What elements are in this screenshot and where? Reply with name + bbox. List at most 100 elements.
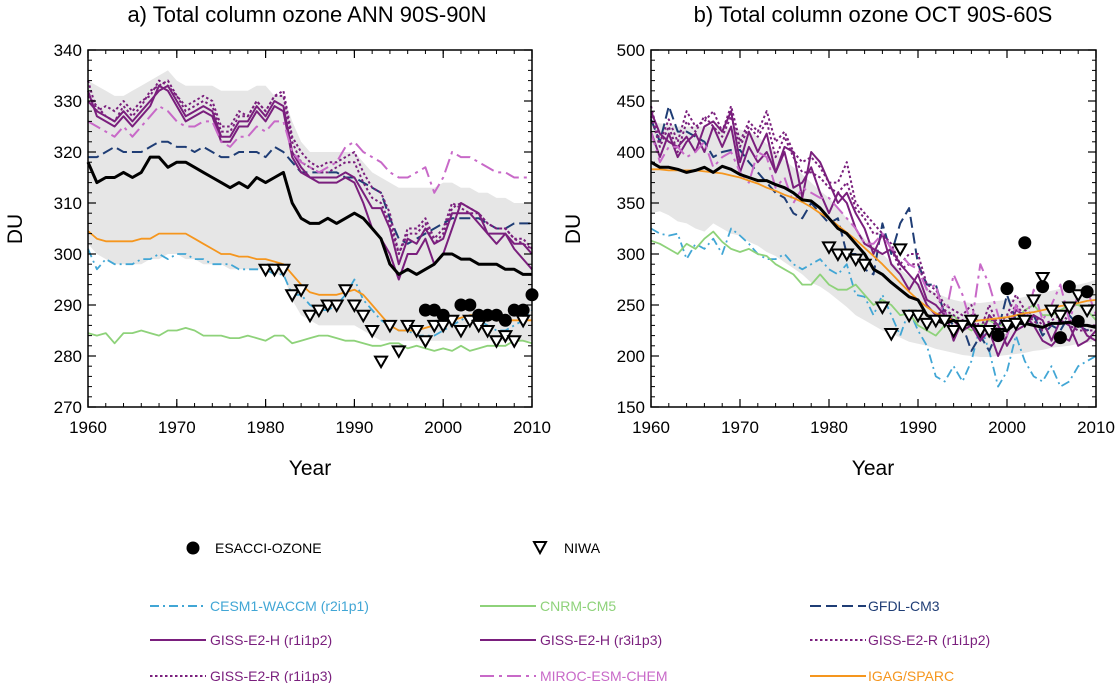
panel-b-xtick-label: 1980 [810, 418, 848, 437]
panel-a-niwa-marker [302, 309, 318, 324]
panel-b-esacci-marker [1000, 282, 1014, 296]
panel-b-xlabel: Year [852, 457, 894, 480]
panel-a-esacci-marker [418, 303, 432, 317]
panel-b-ytick-label: 300 [617, 245, 645, 264]
panel-a-niwa-marker [284, 289, 300, 303]
panel-a-niwa-marker [355, 309, 372, 324]
panel-a-xtick-label: 2010 [513, 418, 551, 437]
panel-b-title: b) Total column ozone OCT 90S-60S [694, 2, 1053, 27]
legend-label-giss-e2-r-r1i1p2: GISS-E2-R (r1i1p2) [868, 632, 990, 648]
panel-b-ytick-label: 500 [617, 41, 645, 60]
panel-b-niwa-marker [1052, 309, 1069, 324]
panel-b-esacci-marker [1018, 236, 1032, 250]
panel-a-niwa-marker [382, 319, 398, 334]
legend-label-cnrm-cm5: CNRM-CM5 [540, 598, 616, 614]
panel-b-niwa-marker [1025, 294, 1042, 308]
panel-b-niwa-marker [963, 314, 980, 329]
panel-a-series-igag-sparc [87, 230, 532, 332]
panel-a-ylabel: DU [4, 214, 27, 244]
panel-b-niwa-marker [1034, 271, 1051, 286]
panel-b-niwa-marker [901, 309, 917, 324]
panel-b-esacci-marker [1080, 285, 1094, 299]
panel-a-xtick-label: 1960 [69, 418, 107, 437]
panel-a-ytick-label: 270 [54, 398, 82, 417]
panel-a-esacci-marker [516, 303, 530, 317]
panel-b-esacci-marker [991, 329, 1005, 343]
panel-a-series-cesm1-waccm-r2i1p1 [87, 248, 533, 337]
panel-a-title: a) Total column ozone ANN 90S-90N [127, 2, 486, 27]
legend-label-esacci-ozone: ESACCI-OZONE [215, 540, 322, 556]
panel-a-ytick-label: 340 [54, 41, 82, 60]
legend-niwa-symbol [532, 541, 548, 556]
panel-b-esacci-marker [1036, 280, 1050, 294]
panel-b-xtick-label: 2010 [1077, 418, 1115, 437]
panel-a-niwa-marker [311, 304, 327, 319]
panel-a-ytick-label: 300 [54, 245, 82, 264]
legend-esacci-symbol [186, 541, 200, 555]
panel-a-ytick-label: 280 [54, 347, 82, 366]
panel-a-esacci-marker [454, 298, 468, 312]
legend-label-gfdl-cm3: GFDL-CM3 [868, 598, 940, 614]
panel-b-esacci-marker [1062, 280, 1076, 294]
legend-label-igag-sparc: IGAG/SPARC [868, 668, 954, 683]
panel-a-esacci-marker [463, 298, 477, 312]
panel-a-niwa-marker [266, 263, 283, 278]
panel-a-xlabel: Year [289, 457, 331, 480]
legend-label-giss-e2-h-r1i1p2: GISS-E2-H (r1i1p2) [210, 632, 332, 648]
panel-b-frame [650, 49, 1097, 408]
panel-a-niwa-marker [364, 325, 380, 339]
legend-label-miroc-esm-chem: MIROC-ESM-CHEM [540, 668, 668, 683]
panel-a-xtick-label: 1970 [158, 418, 196, 437]
panel-a-niwa-marker [391, 345, 407, 359]
panel-b-ytick-label: 400 [617, 143, 645, 162]
panel-a-niwa-marker [337, 284, 354, 298]
panel-b-xtick-label: 1990 [899, 418, 937, 437]
panel-b-series-giss-e2-r-r1i1p2 [650, 105, 1096, 332]
panel-b-ytick-label: 350 [617, 194, 645, 213]
panel-a-series-miroc-esm-chem [87, 105, 532, 194]
panel-b-niwa-marker [945, 325, 962, 339]
panel-a-esacci-marker [472, 308, 486, 322]
legend: ESACCI-OZONE NIWA CESM1-WACCM (r2i1p1) CNRM… [150, 540, 990, 683]
panel-b-niwa-marker [919, 317, 935, 332]
panel-b: b) Total column ozone OCT 90S-60S Year D… [562, 2, 1115, 480]
panel-a-esacci-marker [507, 303, 521, 317]
panel-a-niwa-marker [453, 325, 469, 339]
panel-a-esacci-marker [436, 308, 450, 322]
legend-label-giss-e2-h-r3i1p3: GISS-E2-H (r3i1p3) [540, 632, 662, 648]
legend-label-niwa: NIWA [564, 540, 601, 556]
panel-a-xtick-label: 1990 [335, 418, 373, 437]
panel-a-ytick-label: 290 [54, 296, 82, 315]
panel-b-niwa-marker [910, 309, 926, 324]
panel-a-frame [87, 49, 533, 408]
panel-b-niwa-marker [936, 314, 953, 329]
panel-a-esacci-marker [498, 313, 512, 327]
panel-b-niwa-marker [972, 325, 989, 339]
panel-b-series-giss-e2-h-r3i1p3 [650, 125, 1097, 347]
panel-b-xtick-label: 2000 [988, 418, 1026, 437]
panel-b-ytick-label: 150 [617, 398, 645, 417]
panel-b-niwa-marker [928, 314, 944, 329]
panel-b-niwa-marker [830, 248, 846, 263]
panel-b-xtick-label: 1960 [632, 418, 670, 437]
panel-b-series-multi-model-mean [650, 160, 1097, 332]
panel-a-niwa-marker [444, 314, 460, 329]
panel-b-niwa-marker [892, 243, 908, 257]
panel-b-esacci-marker [1053, 331, 1067, 345]
panel-b-xtick-label: 1970 [721, 418, 759, 437]
panel-a-series-cnrm-cm5 [87, 327, 533, 352]
panel-b-series-igag-sparc [651, 168, 1097, 323]
panel-b-niwa-marker [856, 258, 873, 273]
legend-label-giss-e2-r-r1i1p3: GISS-E2-R (r1i1p3) [210, 668, 332, 683]
panel-a-niwa-marker [417, 335, 434, 349]
panel-a-series-multi-model-mean [86, 155, 532, 276]
panel-a-niwa-marker [408, 325, 425, 339]
panel-b-niwa-marker [821, 241, 837, 255]
panel-a-esacci-marker [481, 308, 495, 322]
panel-a-ytick-label: 330 [54, 92, 82, 111]
panel-b-ylabel: DU [562, 214, 585, 244]
panel-b-ytick-label: 200 [617, 347, 645, 366]
panel-a-series-gfdl-cm3 [88, 140, 532, 245]
